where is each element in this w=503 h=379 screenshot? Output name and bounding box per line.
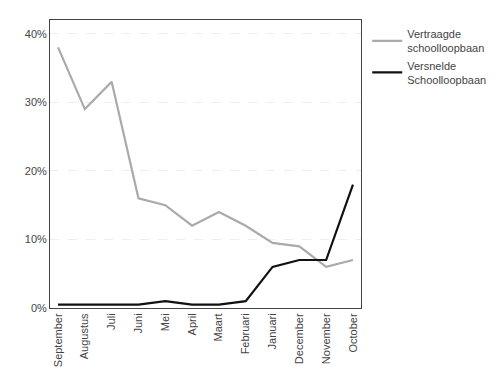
svg-text:Juni: Juni xyxy=(132,313,144,333)
svg-text:December: December xyxy=(293,313,305,364)
svg-text:September: September xyxy=(52,313,64,367)
svg-text:Vertraagdeschoolloopbaan: Vertraagdeschoolloopbaan xyxy=(407,28,484,54)
svg-text:Februari: Februari xyxy=(239,313,251,354)
svg-text:Maart: Maart xyxy=(212,313,224,341)
svg-text:30%: 30% xyxy=(25,96,47,108)
svg-text:April: April xyxy=(186,313,198,335)
svg-text:Januari: Januari xyxy=(266,313,278,349)
svg-text:40%: 40% xyxy=(25,28,47,40)
svg-text:0%: 0% xyxy=(31,302,47,314)
svg-text:October: October xyxy=(347,313,359,352)
svg-text:20%: 20% xyxy=(25,165,47,177)
svg-text:Mei: Mei xyxy=(159,313,171,331)
svg-text:10%: 10% xyxy=(25,233,47,245)
svg-text:VersneldeSchoolloopbaan: VersneldeSchoolloopbaan xyxy=(407,60,486,86)
svg-text:Augustus: Augustus xyxy=(78,313,90,359)
svg-text:Juli: Juli xyxy=(105,313,117,330)
svg-text:November: November xyxy=(320,313,332,364)
